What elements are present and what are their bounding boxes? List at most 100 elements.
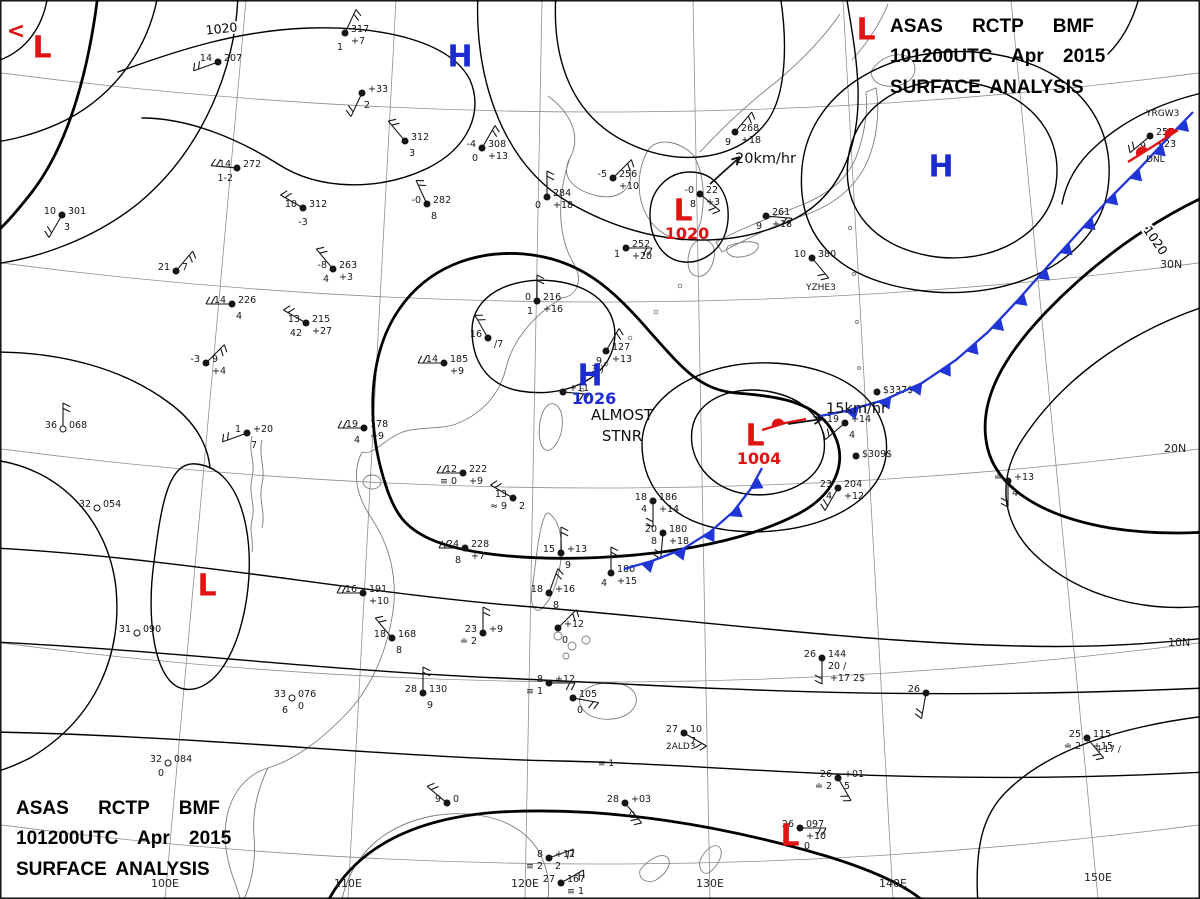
coastline — [638, 141, 704, 241]
arrow-head-icon — [813, 415, 823, 420]
station-plot: 1 +20 7 — [222, 424, 273, 451]
station-value: 4 — [826, 491, 832, 502]
station-value: 19 — [827, 414, 839, 425]
barb-feather-icon — [814, 679, 823, 685]
barb-feather-icon — [443, 540, 449, 549]
station-plot: 317+7 1 — [337, 9, 369, 53]
station-value: 7 — [690, 736, 696, 747]
ship-callsign: 2ALD3 — [666, 742, 696, 752]
barb-feather-icon — [193, 62, 196, 71]
barb-feather-icon — [336, 585, 342, 594]
isobar-line — [371, 252, 842, 560]
station-plot: 32 054 — [79, 499, 121, 512]
chart-type: SURFACE ANALYSIS — [16, 858, 210, 880]
station-value: +27 — [312, 326, 332, 337]
pressure-center-H: H — [447, 40, 472, 75]
wind-barb — [207, 344, 225, 362]
station-value: 32 — [150, 754, 162, 765]
barb-feather-icon — [588, 701, 594, 709]
barb-feather-icon — [816, 827, 822, 836]
station-value: 12 — [445, 464, 457, 475]
station-value: +15 — [617, 576, 637, 587]
station-value: 186 — [659, 492, 677, 503]
station-plot: 26 +015 ≐ 2 — [815, 769, 864, 802]
pressure-center-symbol: L — [780, 819, 799, 854]
longitude-label: 100E — [151, 877, 179, 890]
barb-feather-icon — [571, 849, 574, 858]
arrow-head-icon — [731, 156, 741, 161]
isobar-line — [0, 0, 239, 264]
station-plot: 14 226 4 — [205, 295, 256, 322]
station-value: 9 — [1140, 141, 1146, 152]
station-value: 312 — [411, 132, 429, 143]
pressure-center-symbol: L — [745, 419, 764, 454]
station-value: 261 — [772, 207, 790, 218]
station-value: +4 — [212, 366, 226, 377]
barb-feather-icon — [536, 274, 545, 280]
barb-feather-icon — [482, 606, 491, 612]
station-plot: 8 +12 ≡ 2 2 — [526, 848, 575, 872]
station-value: 22 — [706, 185, 718, 196]
barb-feather-icon — [436, 465, 442, 474]
station-circle — [602, 347, 610, 355]
station-value: +18 — [553, 200, 573, 211]
coastline — [699, 3, 889, 153]
station-circle — [1146, 132, 1154, 140]
barb-feather-icon — [914, 713, 922, 720]
barb-feather-icon — [821, 827, 827, 836]
station-value: +18 — [669, 536, 689, 547]
wind-barb — [736, 111, 753, 130]
station-value: +03 — [631, 794, 651, 805]
station-plot: 252+20 1 — [614, 239, 653, 262]
station-circle — [58, 211, 66, 219]
warm-front-semicircle-icon — [1164, 128, 1177, 139]
cold-front-triangle-icon — [1059, 242, 1073, 256]
station-value: 215 — [312, 314, 330, 325]
station-value: 10 — [794, 249, 806, 260]
station-value: 8 — [396, 645, 402, 656]
barb-feather-icon — [708, 206, 717, 211]
wind-barb — [345, 9, 357, 31]
station-value: 9 — [212, 354, 218, 365]
barb-feather-icon — [388, 118, 397, 122]
station-plot: 268+18 9 — [725, 111, 761, 148]
station-value: ≐ 2 — [815, 781, 832, 792]
station-plot: -3 9+4 — [191, 344, 228, 377]
station-value: +01 — [844, 769, 864, 780]
barb-feather-icon — [220, 348, 224, 357]
parallel-line — [0, 642, 1200, 683]
meridian-line — [347, 0, 397, 899]
station-value: 42 — [290, 328, 302, 339]
station-value: +9 — [370, 431, 384, 442]
station-value: 0 — [453, 794, 459, 805]
barb-feather-icon — [814, 674, 823, 680]
station-value: 8 — [553, 600, 559, 611]
station-value: 14 — [214, 295, 226, 306]
barb-feather-icon — [46, 225, 53, 234]
wind-barb — [315, 248, 332, 267]
station-value: 0 — [535, 200, 541, 211]
barb-feather-icon — [284, 192, 293, 199]
station-plot: -0 282 8 — [412, 179, 451, 222]
station-value: 2 — [519, 501, 525, 512]
station-value: +12 — [564, 619, 584, 630]
coastline-shikoku — [726, 241, 759, 258]
station-plot: 18 168 8 — [374, 615, 416, 656]
station-value: /7 — [494, 339, 503, 350]
station-plot: 21 7 — [158, 250, 197, 275]
coastline-mindanao — [579, 682, 637, 720]
station-circle — [233, 164, 241, 172]
wind-barb — [490, 484, 511, 497]
station-value: -5 — [598, 169, 607, 180]
station-plot: 127+13 93 ) — [591, 328, 632, 375]
barb-feather-icon — [1095, 757, 1104, 761]
station-circle — [852, 452, 860, 460]
isobar-line — [0, 547, 1200, 648]
station-value: 8 — [537, 849, 543, 860]
station-circle — [557, 879, 565, 887]
isobar-line — [649, 171, 729, 263]
barb-feather-icon — [342, 420, 348, 429]
station-circle — [922, 689, 930, 697]
